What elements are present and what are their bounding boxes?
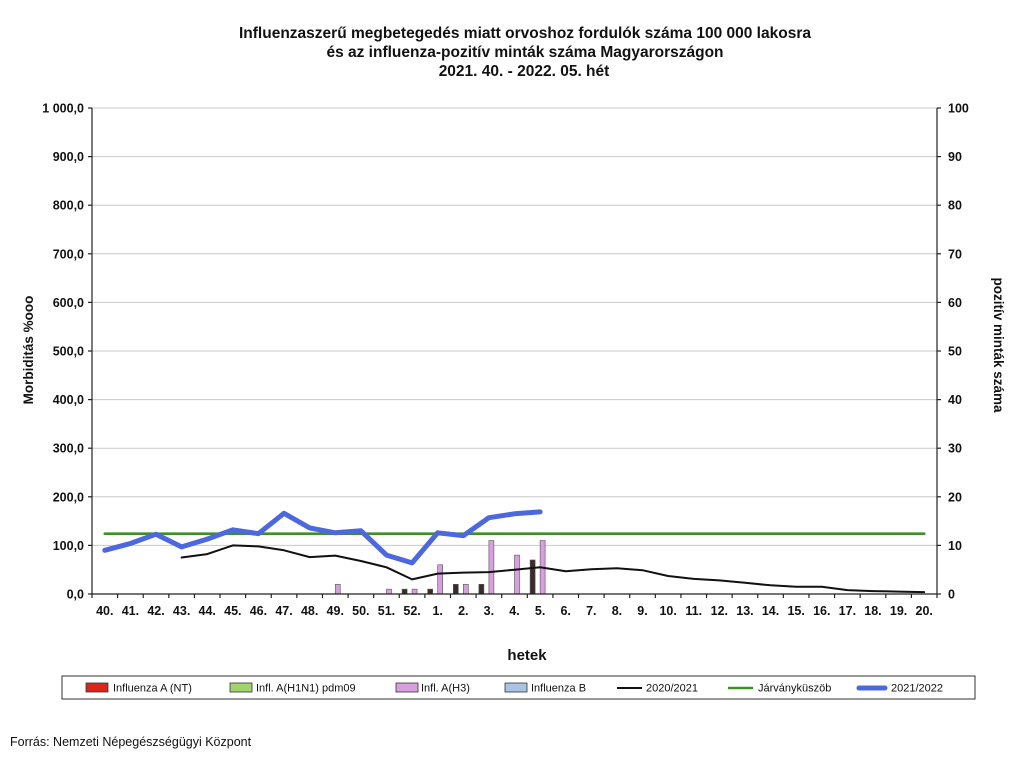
x-tick-label-week-41: 41. xyxy=(122,604,139,618)
bar-infl-a-h3-week-51 xyxy=(386,588,392,595)
x-tick-label-week-46: 46. xyxy=(250,604,267,618)
y-tick-label-left-8: 800,0 xyxy=(53,199,84,213)
y-tick-label-right-3: 30 xyxy=(948,442,962,456)
legend: Influenza A (NT) Infl. A(H1N1) pdm09 Inf… xyxy=(61,675,976,700)
legend-swatch-infl-a-h1n1-pdm09 xyxy=(229,682,253,693)
source-note: Forrás: Nemzeti Népegészségügyi Központ xyxy=(10,735,252,749)
bar-infl-a-h3-week-4 xyxy=(514,554,520,595)
x-tick-label-week-13: 13. xyxy=(736,604,753,618)
y-tick-label-right-1: 10 xyxy=(948,539,962,553)
bar-influenza-a-nt-week-5 xyxy=(529,559,536,595)
line-2020-2021 xyxy=(180,544,926,594)
legend-label-2020-2021: 2020/2021 xyxy=(646,683,698,695)
y-tick-label-left-6: 600,0 xyxy=(53,296,84,310)
legend-label-2021-2022: 2021/2022 xyxy=(891,683,943,695)
bar-infl-a-h3-week-2 xyxy=(462,583,469,595)
y-tick-label-right-9: 90 xyxy=(948,150,962,164)
bar-infl-a-h3-week-49 xyxy=(334,583,341,595)
x-tick-label-week-44: 44. xyxy=(199,604,216,618)
legend-label-influenza-a-nt: Influenza A (NT) xyxy=(113,683,192,695)
y-tick-label-left-0: 0,0 xyxy=(67,588,84,602)
line-marks xyxy=(102,509,926,594)
bar-infl-a-h3-week-1 xyxy=(437,564,443,595)
y-tick-label-left-7: 700,0 xyxy=(53,247,84,261)
x-tick-label-week-18: 18. xyxy=(864,604,881,618)
x-tick-label-week-17: 17. xyxy=(839,604,856,618)
chart-title-line-2: és az influenza-pozitív minták száma Mag… xyxy=(326,44,723,61)
x-tick-label-week-45: 45. xyxy=(224,604,241,618)
x-tick-label-week-49: 49. xyxy=(327,604,344,618)
y-tick-label-right-0: 0 xyxy=(948,588,955,602)
x-tick-label-week-6: 6. xyxy=(560,604,570,618)
x-tick-label-week-42: 42. xyxy=(147,604,164,618)
y-axis-left-ticks: 0,0 100,0 200,0 300,0 400,0 500,0 600,0 700,0 80… xyxy=(42,102,92,602)
legend-swatch-influenza-b xyxy=(504,682,528,693)
chart-title-line-3: 2021. 40. - 2022. 05. hét xyxy=(439,63,610,80)
y-tick-label-left-10: 1 000,0 xyxy=(42,102,84,116)
bar-influenza-a-nt-week-2 xyxy=(452,583,459,595)
x-tick-label-week-3: 3. xyxy=(484,604,494,618)
x-axis-ticks: 40. 41. 42. 43. 44. 45. 46. 47. 48. 49. 50. 51. 52. 1… xyxy=(91,594,938,618)
line-2021-2022 xyxy=(102,509,543,566)
bar-infl-a-h3-week-52 xyxy=(411,588,418,595)
x-tick-label-week-43: 43. xyxy=(173,604,190,618)
x-tick-label-week-11: 11. xyxy=(685,604,702,618)
x-tick-label-week-52: 52. xyxy=(403,604,420,618)
x-tick-label-week-2: 2. xyxy=(458,604,468,618)
x-tick-label-week-1: 1. xyxy=(432,604,442,618)
y-tick-label-right-10: 100 xyxy=(948,102,969,116)
y-tick-label-right-4: 40 xyxy=(948,393,962,407)
legend-label-infl-a-h3: Infl. A(H3) xyxy=(421,683,470,695)
x-tick-label-week-8: 8. xyxy=(612,604,622,618)
y-tick-label-right-2: 20 xyxy=(948,490,962,504)
x-tick-label-week-4: 4. xyxy=(509,604,519,618)
chart-title: Influenzaszerű megbetegedés miatt orvosh… xyxy=(239,25,811,80)
x-tick-label-week-7: 7. xyxy=(586,604,596,618)
x-tick-label-week-40: 40. xyxy=(96,604,113,618)
x-tick-label-week-20: 20. xyxy=(916,604,933,618)
x-tick-label-week-50: 50. xyxy=(352,604,369,618)
x-tick-label-week-19: 19. xyxy=(890,604,907,618)
x-tick-label-week-10: 10. xyxy=(659,604,676,618)
legend-label-infl-a-h1n1-pdm09: Infl. A(H1N1) pdm09 xyxy=(256,683,356,695)
y-tick-label-right-8: 80 xyxy=(948,199,962,213)
chart-title-line-1: Influenzaszerű megbetegedés miatt orvosh… xyxy=(239,25,811,42)
y-tick-label-left-5: 500,0 xyxy=(53,345,84,359)
x-tick-label-week-16: 16. xyxy=(813,604,830,618)
x-tick-label-week-48: 48. xyxy=(301,604,318,618)
x-tick-label-week-47: 47. xyxy=(275,604,292,618)
bar-infl-a-h3-week-3 xyxy=(488,540,495,595)
y-tick-label-right-5: 50 xyxy=(948,345,962,359)
bar-influenza-a-nt-week-3 xyxy=(478,583,485,595)
x-tick-label-week-5: 5. xyxy=(535,604,545,618)
y-tick-label-right-7: 70 xyxy=(948,247,962,261)
x-tick-label-week-14: 14. xyxy=(762,604,779,618)
y-axis-right-title: pozitív minták száma xyxy=(991,277,1006,413)
y-tick-label-left-1: 100,0 xyxy=(53,539,84,553)
x-tick-label-week-9: 9. xyxy=(637,604,647,618)
x-axis-title: hetek xyxy=(507,647,547,664)
y-tick-label-right-6: 60 xyxy=(948,296,962,310)
y-tick-label-left-4: 400,0 xyxy=(53,393,84,407)
legend-swatch-infl-a-h3 xyxy=(395,682,419,693)
x-tick-label-week-51: 51. xyxy=(378,604,395,618)
x-tick-label-week-15: 15. xyxy=(787,604,804,618)
y-tick-label-left-2: 200,0 xyxy=(53,490,84,504)
bar-influenza-a-nt-week-1 xyxy=(427,588,433,595)
x-tick-label-week-12: 12. xyxy=(711,604,728,618)
legend-label-influenza-b: Influenza B xyxy=(531,683,586,695)
y-axis-left-title: Morbiditás %ooo xyxy=(21,296,36,405)
y-tick-label-left-3: 300,0 xyxy=(53,442,84,456)
y-axis-right-ticks: 0 10 20 30 40 50 60 70 80 90 100 xyxy=(937,102,969,602)
bar-influenza-a-nt-week-52 xyxy=(401,588,408,595)
legend-swatch-influenza-a-nt xyxy=(85,682,109,693)
legend-label-jarvanykuszob: Járványküszöb xyxy=(758,683,831,695)
y-tick-label-left-9: 900,0 xyxy=(53,150,84,164)
